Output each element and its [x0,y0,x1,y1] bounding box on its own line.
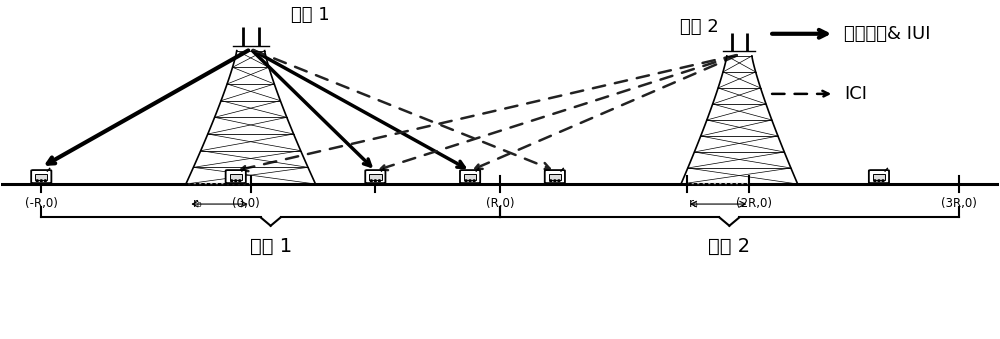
Text: (-R,0): (-R,0) [25,197,58,211]
Circle shape [554,180,556,181]
Circle shape [374,180,376,181]
FancyBboxPatch shape [869,170,889,183]
Circle shape [558,181,560,182]
Circle shape [882,180,884,181]
FancyBboxPatch shape [460,170,480,183]
Circle shape [874,181,876,182]
Text: (2R,0): (2R,0) [736,197,772,211]
Circle shape [370,180,372,181]
Bar [873,174,885,180]
Circle shape [379,181,380,182]
Text: 基站 2: 基站 2 [680,18,719,36]
Circle shape [235,181,237,182]
Text: 基站 1: 基站 1 [291,6,330,24]
Circle shape [550,181,552,182]
Circle shape [40,180,42,181]
Bar [35,174,47,180]
Circle shape [550,180,552,181]
Circle shape [231,181,233,182]
Circle shape [40,181,42,182]
Circle shape [235,180,237,181]
Circle shape [882,181,884,182]
Circle shape [473,181,475,182]
Bar [549,174,561,180]
Circle shape [374,181,376,182]
Circle shape [379,180,380,181]
Bar [369,174,382,180]
Circle shape [36,181,38,182]
FancyBboxPatch shape [31,170,51,183]
Circle shape [36,180,38,181]
Text: ICI: ICI [844,85,867,103]
Text: 小区 1: 小区 1 [250,237,292,256]
Circle shape [239,181,241,182]
Text: (R,0): (R,0) [486,197,514,211]
Bar [230,174,242,180]
Circle shape [878,181,880,182]
Text: 小区 2: 小区 2 [708,237,750,256]
Circle shape [469,181,471,182]
Circle shape [465,181,467,182]
Circle shape [44,180,46,181]
Circle shape [239,180,241,181]
Circle shape [231,180,233,181]
Circle shape [878,180,880,181]
FancyBboxPatch shape [226,170,246,183]
Circle shape [554,181,556,182]
Text: (3R,0): (3R,0) [941,197,977,211]
Circle shape [874,180,876,181]
Bar [464,174,476,180]
Circle shape [370,181,372,182]
Circle shape [558,180,560,181]
Circle shape [473,180,475,181]
Circle shape [465,180,467,181]
FancyBboxPatch shape [365,170,385,183]
Text: r₀: r₀ [689,197,698,211]
FancyBboxPatch shape [545,170,565,183]
Text: r₀: r₀ [193,197,203,211]
Circle shape [469,180,471,181]
Text: (0,0): (0,0) [232,197,260,211]
Circle shape [44,181,46,182]
Text: 有用信号& IUI: 有用信号& IUI [844,25,931,43]
